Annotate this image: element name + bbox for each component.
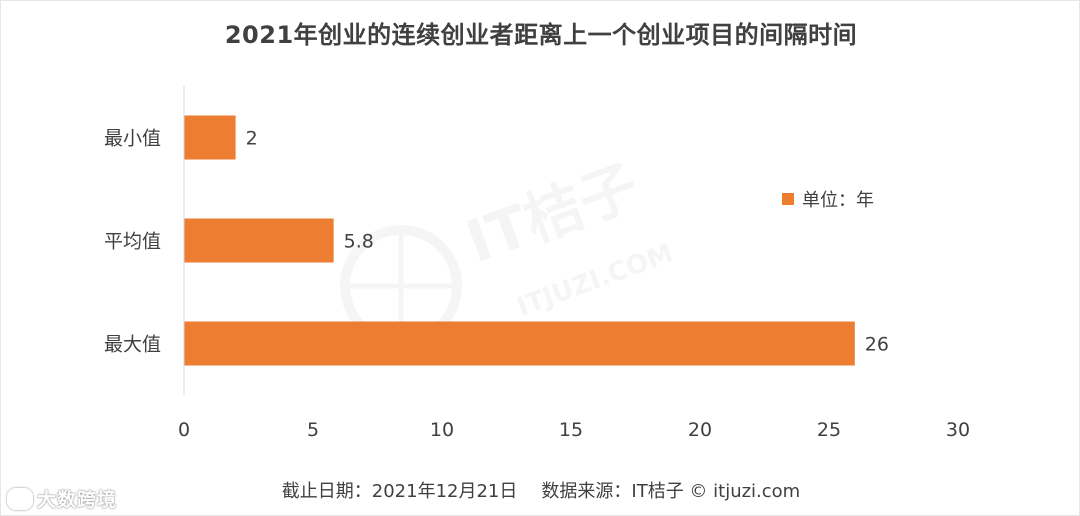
category-label: 最小值: [104, 128, 161, 150]
x-tick-label: 20: [688, 419, 712, 441]
x-tick-label: 10: [430, 419, 454, 441]
data-label: 2: [246, 128, 258, 150]
data-label: 26: [865, 334, 889, 356]
legend-label: 单位：年: [802, 190, 874, 211]
legend-swatch: [782, 193, 794, 205]
footer-source: 数据来源：IT桔子 © itjuzi.com: [541, 481, 801, 502]
x-tick-label: 30: [946, 419, 970, 441]
bar: [184, 115, 236, 160]
x-tick-label: 15: [559, 419, 583, 441]
bar: [184, 321, 855, 366]
category-label: 平均值: [104, 231, 161, 253]
legend: 单位：年: [782, 186, 874, 212]
corner-watermark-text: 大数跨境: [37, 489, 118, 511]
bar: [184, 218, 334, 263]
watermark-badge-icon: [7, 487, 33, 510]
chart-title: 2021年创业的连续创业者距离上一个创业项目的间隔时间: [224, 21, 858, 49]
x-tick-label: 0: [178, 419, 190, 441]
data-label: 5.8: [344, 231, 374, 253]
watermark-logo: IT桔子 ITJUZI.COM: [340, 152, 677, 347]
bar-series: [184, 115, 855, 366]
category-label: 最大值: [104, 334, 161, 356]
data-labels: 2 5.8 26: [246, 128, 889, 356]
corner-watermark: 大数跨境: [7, 485, 117, 512]
footer: 截止日期：2021年12月21日 数据来源：IT桔子 © itjuzi.com: [1, 477, 1079, 503]
footer-date: 截止日期：2021年12月21日: [281, 481, 518, 502]
x-tick-label: 25: [817, 419, 841, 441]
x-axis-tick-labels: 0 5 10 15 20 25 30: [178, 419, 970, 441]
x-tick-label: 5: [307, 419, 319, 441]
